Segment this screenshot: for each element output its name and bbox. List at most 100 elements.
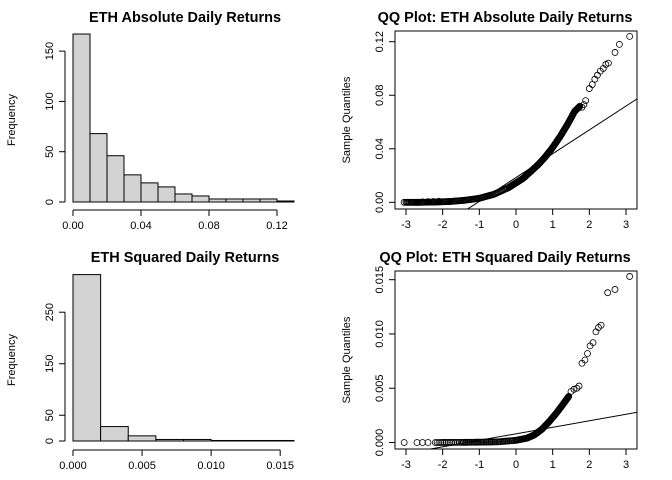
histogram-bar <box>174 193 193 203</box>
y-tick-label: 0.00 <box>374 192 386 213</box>
x-tick-label: 1 <box>550 459 556 471</box>
y-tick-label: 250 <box>44 303 56 321</box>
x-tick-label: 2 <box>586 459 592 471</box>
qq-point <box>435 439 443 446</box>
y-tick-label: 0 <box>44 199 56 205</box>
y-tick-label: 150 <box>44 42 56 60</box>
histogram-bar <box>183 438 212 442</box>
plot-frame <box>394 270 638 450</box>
histogram-bar <box>208 198 227 203</box>
qq-point <box>419 439 426 446</box>
axes: 0.00 0.04 0.08 0.12 0 50 100 150 <box>44 42 288 232</box>
y-tick-label: 150 <box>44 355 56 373</box>
qq-point <box>424 198 432 206</box>
x-tick-label: 0 <box>513 459 519 471</box>
histogram-bar <box>276 200 295 203</box>
chart-title: ETH Absolute Daily Returns <box>89 10 281 26</box>
qq-point <box>441 439 448 446</box>
qq-point <box>605 59 612 67</box>
y-axis-label: Frequency <box>6 94 18 146</box>
histogram-bar <box>225 198 244 203</box>
qq-point <box>448 439 456 446</box>
histogram-bar <box>140 182 159 203</box>
histogram-bar <box>72 274 102 442</box>
y-tick-label: 0.000 <box>374 429 386 457</box>
qq-points <box>400 273 637 449</box>
histogram-bar <box>242 198 261 203</box>
x-tick-label: 3 <box>623 459 629 471</box>
y-tick-label: 0.005 <box>374 374 386 402</box>
qq-point <box>588 81 596 88</box>
x-tick-label: -1 <box>474 459 484 471</box>
qq-point <box>604 289 612 297</box>
x-tick-label: 2 <box>586 219 592 231</box>
bars <box>72 33 295 203</box>
qq-point <box>442 439 450 446</box>
x-tick-label: -1 <box>474 219 484 231</box>
histogram-bar <box>106 155 125 203</box>
qq-reference-line <box>466 98 637 209</box>
panel-abs-hist: ETH Absolute Daily Returns Frequency 0.0… <box>6 10 295 232</box>
qq-points <box>400 32 637 209</box>
qq-point <box>570 385 578 393</box>
qq-point <box>446 439 454 446</box>
qq-point <box>626 273 634 280</box>
x-tick-label: 0.00 <box>62 220 83 232</box>
x-tick-label: 0.04 <box>130 220 151 232</box>
panel-sq-qq: QQ Plot: ETH Squared Daily Returns Sampl… <box>341 250 638 471</box>
x-tick-label: -2 <box>438 459 448 471</box>
x-tick-label: 1 <box>550 219 556 231</box>
y-tick-label: 100 <box>44 92 56 110</box>
x-tick-label: 0 <box>513 219 519 231</box>
y-tick-label: 0.015 <box>374 266 386 294</box>
y-tick-label: 50 <box>44 409 56 421</box>
x-tick-label: -3 <box>401 459 411 471</box>
qq-point <box>573 384 581 392</box>
qq-point <box>444 439 452 446</box>
qq-point <box>452 439 459 446</box>
qq-point <box>439 439 447 446</box>
histogram-bar <box>155 438 184 442</box>
y-axis-label: Sample Quantiles <box>341 76 353 163</box>
qq-point <box>437 439 445 446</box>
panel-abs-qq: QQ Plot: ETH Absolute Daily Returns Samp… <box>341 10 638 231</box>
qq-point <box>626 32 634 40</box>
histogram-bar <box>191 195 210 203</box>
histogram-bar <box>100 426 129 442</box>
histogram-bar <box>89 133 108 203</box>
qq-point <box>611 286 619 293</box>
qq-point <box>584 350 591 357</box>
qq-point <box>435 197 443 205</box>
chart-title: ETH Squared Daily Returns <box>91 250 280 266</box>
histogram-bar <box>123 174 142 203</box>
qq-point <box>450 439 458 446</box>
qq-point <box>611 49 619 56</box>
axes: -3 -2 -1 0 1 2 3 0.00 0.04 0.08 0.12 <box>374 31 629 231</box>
y-tick-label: 0.08 <box>374 85 386 106</box>
y-tick-label: 0 <box>44 438 56 444</box>
qq-point <box>581 356 589 364</box>
x-tick-label: 0.005 <box>128 460 156 472</box>
y-tick-label: 0.04 <box>374 138 386 159</box>
histogram-bar <box>72 33 91 203</box>
y-axis-label: Frequency <box>6 334 18 386</box>
histogram-bar <box>265 439 295 442</box>
qq-point <box>433 439 441 446</box>
histogram-bar <box>157 186 176 203</box>
x-tick-label: 0.08 <box>198 220 219 232</box>
x-tick-label: 0.12 <box>266 220 287 232</box>
panel-sq-hist: ETH Squared Daily Returns Frequency 0.00… <box>6 250 295 472</box>
qq-point <box>589 339 597 347</box>
axes: -3 -2 -1 0 1 2 3 0.000 0.005 0.010 0.015 <box>374 266 629 471</box>
qq-point <box>592 328 600 336</box>
y-tick-label: 0.12 <box>374 31 386 52</box>
y-tick-label: 0.010 <box>374 320 386 348</box>
y-axis-label: Sample Quantiles <box>341 316 353 403</box>
qq-point <box>419 198 426 206</box>
chart-title: QQ Plot: ETH Squared Daily Returns <box>379 250 630 266</box>
histogram-bar <box>210 439 240 442</box>
x-tick-label: -2 <box>438 219 448 231</box>
x-tick-label: 3 <box>623 219 629 231</box>
qq-point <box>430 198 437 205</box>
